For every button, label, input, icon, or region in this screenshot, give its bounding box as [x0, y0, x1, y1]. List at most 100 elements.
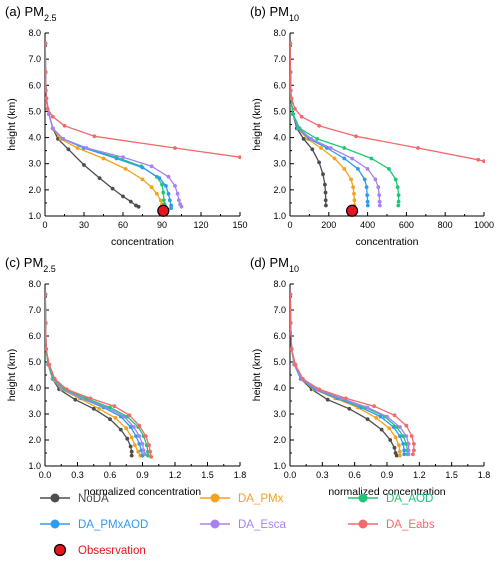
y-tick-label: 2.0 — [28, 185, 41, 195]
observation-marker — [157, 204, 170, 217]
data-point-DA_Eabs — [354, 134, 358, 139]
data-point-DA_Eabs — [45, 96, 49, 101]
panel-title-subscript: 2.5 — [43, 264, 56, 274]
y-tick-label: 7.0 — [273, 54, 286, 64]
data-point-DA_PMx — [101, 156, 106, 161]
data-point-NoDA — [128, 444, 133, 449]
y-tick-label: 3.0 — [28, 159, 41, 169]
data-point-DA_Eabs — [52, 377, 57, 381]
data-point-DA_AOD — [315, 137, 320, 141]
data-point-DA_PMxAOD — [365, 199, 370, 204]
data-point-DA_Eabs — [45, 292, 48, 297]
data-point-DA_Eabs — [344, 396, 348, 401]
data-point-NoDA — [136, 204, 141, 209]
plot-area — [290, 292, 416, 458]
chart-panel-1: (b) PM10 1.0 2.0 3.0 4.0 5.0 6.0 7.0 8.0 0 200 400 6… — [250, 4, 494, 248]
data-point-NoDA — [347, 406, 352, 411]
series-DA_Eabs — [45, 292, 154, 459]
data-point-DA_Esca — [398, 425, 402, 429]
panel-title: (d) PM10 — [250, 255, 299, 274]
y-tick-label: 8.0 — [28, 279, 41, 289]
x-tick-label: 0.0 — [39, 470, 52, 480]
x-tick-label: 1.8 — [478, 470, 491, 480]
data-point-DA_Esca — [61, 137, 66, 141]
data-point-DA_Esca — [173, 184, 177, 188]
y-tick-label: 7.0 — [28, 305, 41, 315]
legend-label: DA_PMx — [238, 493, 284, 505]
data-point-NoDA — [301, 137, 306, 141]
x-tick-label: 0.3 — [71, 470, 84, 480]
data-point-DA_Eabs — [482, 159, 485, 163]
data-point-DA_Esca — [121, 155, 125, 160]
data-point-DA_Eabs — [317, 123, 321, 128]
y-axis-title: height (km) — [251, 98, 263, 151]
legend-marker-swatch — [210, 519, 220, 529]
data-point-DA_AOD — [369, 156, 374, 161]
series-line-DA_Esca — [290, 43, 381, 206]
data-point-DA_PMxAOD — [137, 442, 142, 446]
data-point-DA_Eabs — [50, 114, 55, 119]
data-point-DA_Eabs — [143, 434, 148, 438]
data-point-DA_Esca — [149, 164, 154, 169]
data-point-DA_PMx — [393, 435, 398, 440]
data-point-DA_PMxAOD — [128, 425, 133, 429]
data-point-DA_Eabs — [137, 423, 142, 428]
data-point-NoDA — [110, 186, 115, 191]
data-point-DA_Eabs — [290, 41, 293, 46]
data-point-DA_Eabs — [45, 106, 50, 111]
data-point-NoDA — [125, 436, 130, 441]
x-tick-label: 0 — [287, 220, 292, 230]
data-point-DA_Esca — [84, 146, 89, 150]
data-point-DA_PMxAOD — [140, 165, 145, 170]
data-point-DA_PMx — [332, 156, 337, 161]
data-point-DA_Eabs — [290, 292, 293, 297]
data-point-NoDA — [56, 137, 60, 141]
series-NoDA — [45, 41, 141, 209]
legend-marker-swatch — [210, 493, 220, 503]
data-point-NoDA — [323, 182, 327, 187]
data-point-DA_Esca — [142, 452, 147, 457]
data-point-NoDA — [129, 449, 134, 454]
series-line-DA_Eabs — [45, 294, 152, 458]
x-tick-label: 1.2 — [169, 470, 182, 480]
data-point-DA_Esca — [140, 442, 145, 446]
x-tick-label: 1000 — [474, 220, 494, 230]
panel-title: (c) PM2.5 — [5, 255, 56, 274]
data-point-DA_PMx — [140, 177, 145, 182]
data-point-DA_Esca — [404, 434, 409, 438]
data-point-DA_Eabs — [127, 413, 132, 418]
legend-label: DA_Eabs — [386, 519, 435, 531]
x-tick-label: 0.6 — [348, 470, 361, 480]
panel-title-main: (d) PM — [250, 255, 289, 270]
data-point-DA_PMx — [387, 426, 392, 431]
series-line-DA_PMx — [290, 43, 356, 209]
data-point-DA_Esca — [365, 167, 370, 171]
data-point-DA_Esca — [166, 174, 171, 179]
series-DA_Esca — [290, 41, 382, 208]
data-point-DA_Esca — [328, 146, 333, 150]
data-point-NoDA — [323, 198, 328, 203]
data-point-DA_Eabs — [45, 347, 48, 351]
data-point-NoDA — [325, 397, 330, 402]
data-point-DA_AOD — [291, 112, 295, 116]
data-point-DA_Esca — [385, 414, 389, 419]
panel-title-main: (c) PM — [5, 255, 43, 270]
data-point-DA_Esca — [406, 448, 411, 453]
series-NoDA — [290, 41, 328, 208]
data-point-DA_PMx — [342, 167, 347, 171]
legend-label: DA_AOD — [386, 493, 433, 505]
data-point-DA_PMx — [374, 416, 379, 420]
legend-label: DA_Esca — [238, 519, 287, 531]
data-point-DA_Eabs — [299, 114, 304, 119]
data-point-DA_AOD — [146, 453, 150, 458]
data-point-DA_Eabs — [290, 70, 293, 75]
x-tick-label: 200 — [321, 220, 336, 230]
data-point-DA_AOD — [396, 193, 401, 198]
data-point-DA_PMxAOD — [164, 184, 168, 188]
data-point-DA_Eabs — [411, 452, 415, 457]
data-point-DA_Esca — [50, 126, 55, 131]
data-point-DA_AOD — [387, 167, 391, 171]
data-point-DA_Eabs — [64, 387, 69, 392]
x-tick-label: 1.2 — [413, 470, 426, 480]
series-DA_Eabs — [290, 41, 485, 163]
